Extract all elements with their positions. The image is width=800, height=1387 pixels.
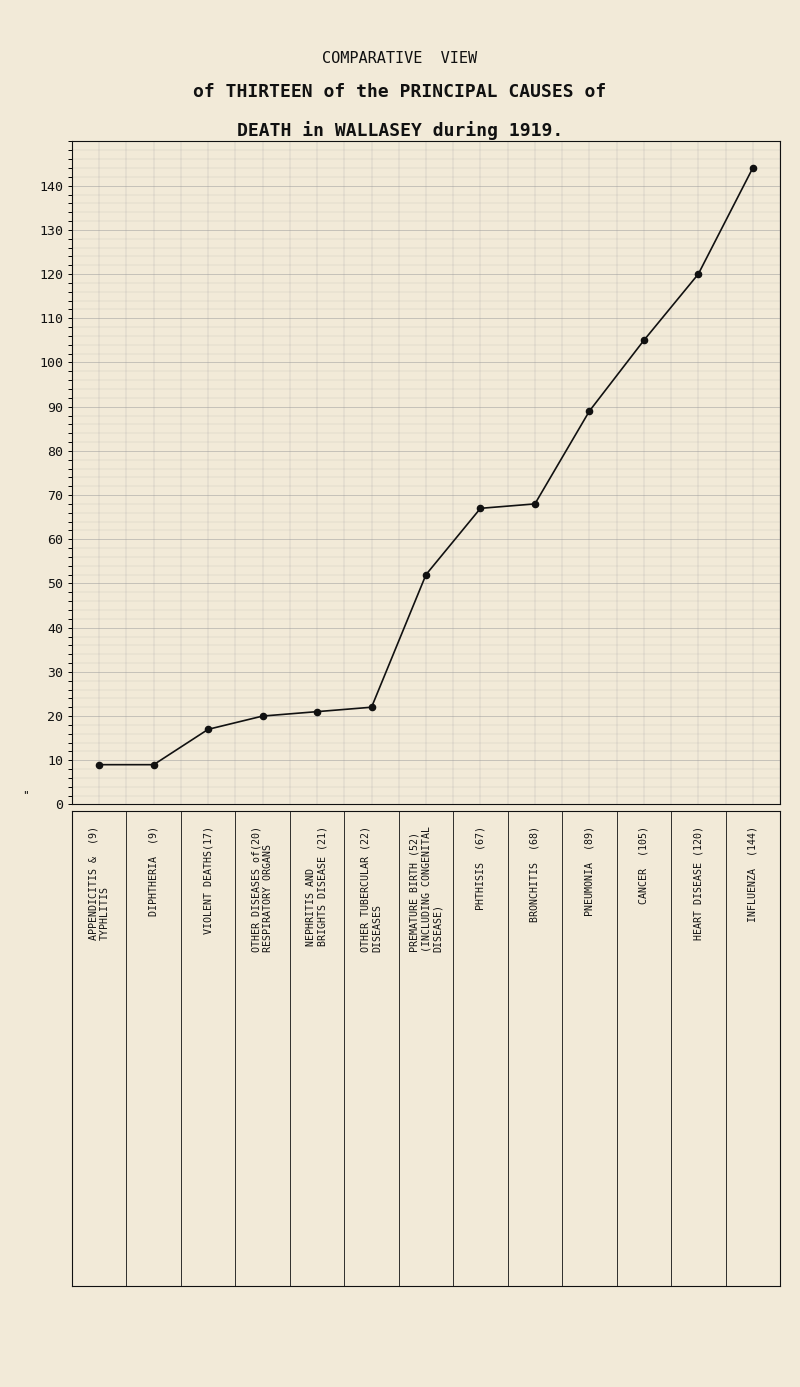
- Text: PHTHISIS  (67): PHTHISIS (67): [475, 825, 486, 910]
- Point: [474, 497, 487, 519]
- Text: COMPARATIVE  VIEW: COMPARATIVE VIEW: [322, 51, 478, 67]
- Point: [202, 718, 214, 741]
- Text: OTHER DISEASES of(20)
RESPIRATORY ORGANS: OTHER DISEASES of(20) RESPIRATORY ORGANS: [252, 825, 274, 951]
- Point: [583, 399, 596, 422]
- Text: DIPHTHERIA  (9): DIPHTHERIA (9): [149, 825, 158, 915]
- Text: ": ": [22, 789, 30, 800]
- Text: BRONCHITIS  (68): BRONCHITIS (68): [530, 825, 540, 921]
- Text: NEPHRITIS AND
BRIGHTS DISEASE (21): NEPHRITIS AND BRIGHTS DISEASE (21): [306, 825, 328, 946]
- Text: CANCER  (105): CANCER (105): [639, 825, 649, 903]
- Text: INFLUENZA  (144): INFLUENZA (144): [748, 825, 758, 921]
- Point: [746, 157, 759, 179]
- Text: DEATH in WALLASEY during 1919.: DEATH in WALLASEY during 1919.: [237, 121, 563, 140]
- Text: APPENDICITIS &  (9)
TYPHLITIS: APPENDICITIS & (9) TYPHLITIS: [89, 825, 110, 939]
- Point: [256, 705, 269, 727]
- Text: VIOLENT DEATHS(17): VIOLENT DEATHS(17): [203, 825, 213, 933]
- Point: [93, 753, 106, 775]
- Text: PNEUMONIA  (89): PNEUMONIA (89): [584, 825, 594, 915]
- Point: [638, 329, 650, 351]
- Text: of THIRTEEN of the PRINCIPAL CAUSES of: of THIRTEEN of the PRINCIPAL CAUSES of: [194, 83, 606, 101]
- Point: [310, 700, 323, 723]
- Text: PREMATURE BIRTH (52)
(INCLUDING CONGENITAL
DISEASE): PREMATURE BIRTH (52) (INCLUDING CONGENIT…: [410, 825, 442, 951]
- Point: [147, 753, 160, 775]
- Point: [529, 492, 542, 515]
- Text: HEART DISEASE (120): HEART DISEASE (120): [694, 825, 703, 939]
- Text: OTHER TUBERCULAR (22)
DISEASES: OTHER TUBERCULAR (22) DISEASES: [361, 825, 382, 951]
- Point: [420, 563, 433, 585]
- Point: [692, 264, 705, 286]
- Point: [365, 696, 378, 718]
